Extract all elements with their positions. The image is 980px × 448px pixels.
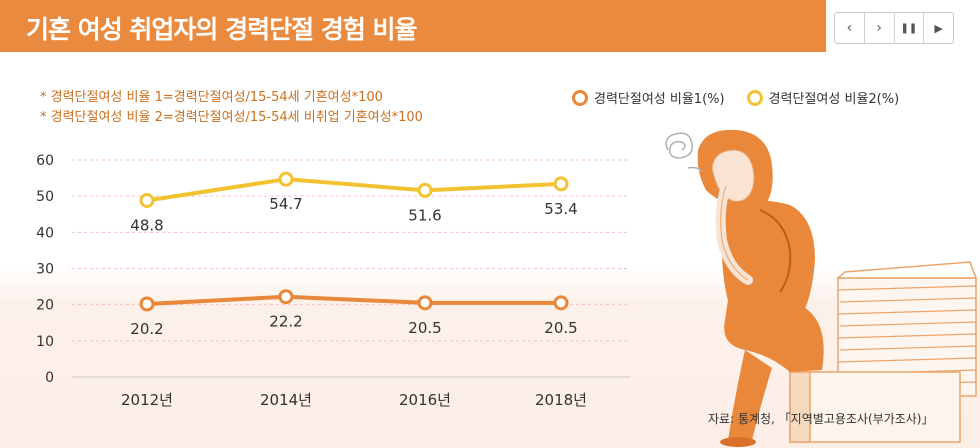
page-title: 기혼 여성 취업자의 경력단절 경험 비율 [26,15,418,44]
box-seat-illustration [789,371,961,443]
data-point [278,171,294,187]
source-note: 자료: 통계청, 「지역별고용조사(부가조사)」 [708,412,934,426]
y-tick-label: 10 [36,334,54,350]
y-tick-label: 0 [45,370,54,386]
series-line-2 [146,177,562,203]
chart-notes: * 경력단절여성 비율 1=경력단절여성/15-54세 기혼여성*100 * 경… [40,88,423,128]
pause-button[interactable]: ❚❚ [895,13,925,43]
data-label: 48.8 [130,217,163,235]
legend-item-series2: 경력단절여성 비율2(%) [746,88,900,107]
next-button[interactable]: › [865,13,895,43]
y-tick-label: 50 [36,189,54,205]
legend-label-series1: 경력단절여성 비율1(%) [594,92,725,107]
slide-controls: ‹ › ❚❚ ▶ [834,12,954,44]
note-line-2: * 경력단절여성 비율 2=경력단절여성/15-54세 비취업 기혼여성*100 [40,110,423,125]
data-label: 20.2 [130,320,163,338]
data-label: 51.6 [408,206,441,224]
chevron-left-icon: ‹ [846,20,853,36]
data-label: 20.5 [408,319,441,337]
y-tick-label: 40 [36,225,54,241]
data-label: 20.5 [544,319,577,337]
y-tick-label: 30 [36,262,54,278]
legend-item-series1: 경력단절여성 비율1(%) [572,88,725,107]
tired-woman-illustration [697,129,824,447]
data-point [553,176,569,192]
x-tick-label: 2016년 [399,391,451,409]
series-line-1 [146,294,561,306]
prev-button[interactable]: ‹ [835,13,865,43]
legend-marker-series1 [572,89,588,106]
data-point [278,289,294,305]
worry-scribble-icon [665,132,703,173]
title-bar [0,0,826,52]
data-point [417,182,433,198]
x-tick-label: 2018년 [535,391,587,409]
data-point [139,193,155,209]
x-tick-label: 2012년 [121,391,173,409]
play-icon: ▶ [934,21,943,35]
data-label: 54.7 [269,195,302,213]
play-button[interactable]: ▶ [924,13,953,43]
legend-label-series2: 경력단절여성 비율2(%) [768,92,900,107]
chart-legend: 경력단절여성 비율1(%) 경력단절여성 비율2(%) [572,88,921,107]
data-label: 22.2 [269,313,302,331]
note-line-1: * 경력단절여성 비율 1=경력단절여성/15-54세 기혼여성*100 [40,90,383,105]
y-tick-label: 60 [36,153,54,169]
y-tick-label: 20 [36,298,54,314]
pause-icon: ❚❚ [900,22,918,34]
chevron-right-icon: › [876,20,882,36]
data-point [139,296,155,312]
title-bar-edge [796,0,826,52]
data-label: 53.4 [544,200,577,218]
x-tick-label: 2014년 [260,391,312,409]
data-point [417,295,433,311]
legend-marker-series2 [746,89,763,106]
data-point [553,295,569,311]
